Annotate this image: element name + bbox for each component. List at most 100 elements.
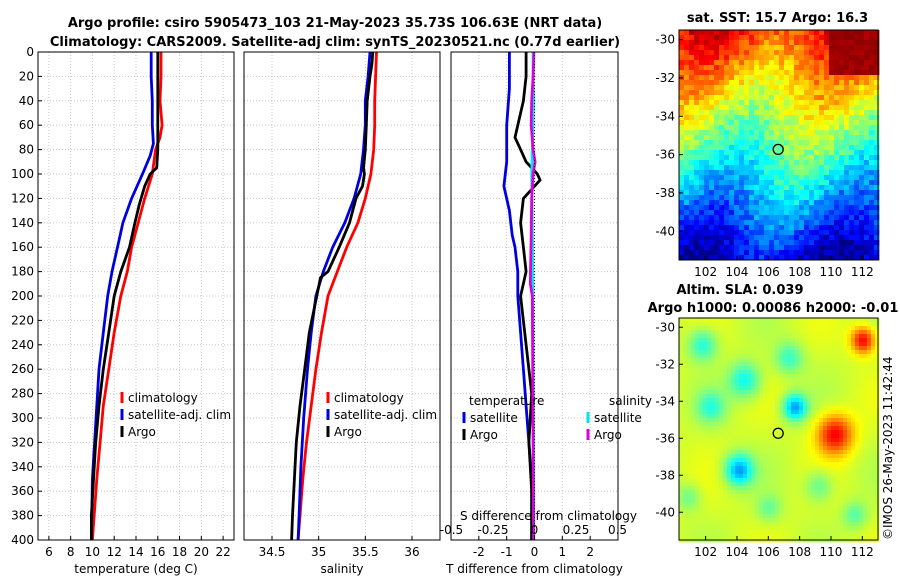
map-cell: [689, 195, 695, 201]
map-cell: [714, 235, 720, 241]
map-cell: [815, 390, 820, 395]
map-cell: [763, 466, 768, 471]
map-cell: [867, 358, 872, 363]
map-cell: [843, 358, 848, 363]
map-cell: [827, 366, 832, 371]
map-cell: [789, 70, 795, 76]
map-cell: [715, 390, 720, 395]
map-cell: [754, 160, 760, 166]
map-cell: [684, 90, 690, 96]
map-cell: [839, 160, 845, 166]
map-cell: [867, 434, 872, 439]
map-cell: [679, 454, 684, 459]
map-cell: [679, 530, 684, 535]
map-cell: [871, 486, 876, 491]
map-cell: [811, 326, 816, 331]
map-cell: [775, 486, 780, 491]
map-cell: [699, 250, 705, 256]
map-cell: [719, 470, 724, 475]
map-cell: [749, 205, 755, 211]
map-cell: [804, 120, 810, 126]
map-cell: [804, 55, 810, 61]
map-cell: [863, 322, 868, 327]
map-cell: [739, 374, 744, 379]
map-cell: [839, 145, 845, 151]
map-cell: [863, 526, 868, 531]
map-cell: [789, 180, 795, 186]
map-cell: [707, 442, 712, 447]
map-cell: [847, 494, 852, 499]
map-cell: [787, 458, 792, 463]
map-cell: [747, 346, 752, 351]
map-cell: [734, 180, 740, 186]
map-cell: [834, 65, 840, 71]
map-cell: [759, 35, 765, 41]
map-cell: [791, 534, 796, 539]
map-cell: [683, 466, 688, 471]
map-cell: [763, 494, 768, 499]
map-cell: [719, 326, 724, 331]
map-cell: [719, 235, 725, 241]
map-cell: [687, 506, 692, 511]
map-cell: [724, 240, 730, 246]
map-cell: [794, 90, 800, 96]
map-cell: [843, 478, 848, 483]
map-cell: [814, 195, 820, 201]
map-cell: [794, 190, 800, 196]
map-cell: [714, 220, 720, 226]
map-cell: [743, 474, 748, 479]
map-cell: [815, 350, 820, 355]
map-cell: [787, 438, 792, 443]
map-cell: [814, 170, 820, 176]
map-cell: [864, 190, 870, 196]
map-cell: [875, 446, 880, 451]
map-cell: [811, 418, 816, 423]
map-cell: [694, 165, 700, 171]
map-cell: [819, 342, 824, 347]
map-cell: [791, 514, 796, 519]
map-cell: [754, 65, 760, 71]
map-cell: [689, 35, 695, 41]
map-cell: [835, 442, 840, 447]
map-cell: [715, 406, 720, 411]
map-cell: [875, 418, 880, 423]
map-cell: [859, 60, 865, 66]
map-cell: [819, 438, 824, 443]
map-cell: [864, 100, 870, 106]
map-cell: [869, 50, 875, 56]
map-cell: [679, 354, 684, 359]
map-cell: [799, 342, 804, 347]
map-cell: [735, 402, 740, 407]
map-cell: [679, 175, 685, 181]
map-cell: [843, 466, 848, 471]
map-cell: [791, 338, 796, 343]
map-cell: [727, 438, 732, 443]
map-cell: [784, 140, 790, 146]
map-cell: [731, 494, 736, 499]
map-cell: [809, 195, 815, 201]
map-cell: [711, 338, 716, 343]
map-cell: [759, 490, 764, 495]
map-cell: [704, 65, 710, 71]
map-cell: [791, 394, 796, 399]
map-cell: [799, 394, 804, 399]
map-cell: [734, 115, 740, 121]
map-cell: [791, 470, 796, 475]
map-cell: [815, 394, 820, 399]
map-cell: [724, 100, 730, 106]
map-cell: [863, 366, 868, 371]
map-cell: [847, 526, 852, 531]
map-cell: [804, 30, 810, 36]
map-cell: [759, 330, 764, 335]
map-cell: [743, 402, 748, 407]
map-cell: [734, 230, 740, 236]
map-cell: [851, 394, 856, 399]
map-cell: [859, 150, 865, 156]
map-cell: [749, 230, 755, 236]
map-cell: [824, 235, 830, 241]
map-cell: [815, 318, 820, 323]
map-cell: [689, 30, 695, 36]
map-cell: [854, 125, 860, 131]
map-cell: [707, 526, 712, 531]
map-cell: [795, 514, 800, 519]
